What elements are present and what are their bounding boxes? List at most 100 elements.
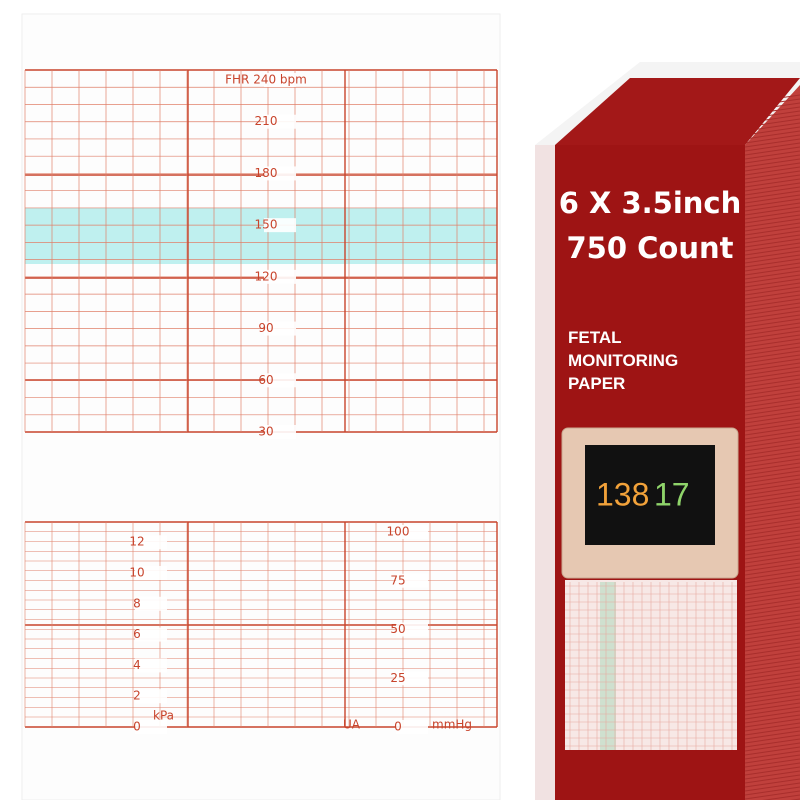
stack-line (744, 706, 800, 716)
stack-line (744, 690, 800, 700)
stack-line (744, 558, 800, 568)
stack-line (744, 678, 800, 688)
stack-line (744, 478, 800, 488)
stack-line (744, 562, 800, 572)
label: 75 (390, 573, 405, 587)
stack-line (744, 486, 800, 496)
stack-line (744, 474, 800, 484)
stack-line (744, 162, 800, 172)
label-bg (135, 658, 167, 673)
stack-line (744, 434, 800, 444)
stack-line (744, 470, 800, 480)
stack-line (744, 742, 800, 752)
stack-line (744, 338, 800, 348)
stack-line (744, 322, 800, 332)
stack-line (762, 794, 800, 800)
stack-line (744, 790, 800, 800)
stack-line (744, 762, 800, 772)
stack-line (744, 534, 800, 544)
stack-line (744, 510, 800, 520)
stack-line (744, 538, 800, 548)
stack-line (744, 314, 800, 324)
stack-line (744, 250, 800, 260)
stack-line (744, 590, 800, 600)
label-bg (135, 566, 167, 580)
stack-line (744, 582, 800, 592)
stack-line (744, 194, 800, 204)
stack-line (744, 618, 800, 628)
stack-line (744, 518, 800, 528)
stack-line (744, 426, 800, 436)
stack-line (744, 662, 800, 672)
stack-line (744, 386, 800, 396)
count-text: 750 Count (567, 231, 734, 265)
labels: FHR 240 bpm 210 180 150 120 90 60 30 12 10 8 6 4 2 0 kP… (129, 73, 472, 734)
stack-line (744, 482, 800, 492)
label-bg (396, 622, 428, 637)
stack-line (744, 594, 800, 604)
label-bg (264, 166, 296, 181)
stack-line (744, 550, 800, 560)
stack-line (744, 374, 800, 384)
label-bg (264, 114, 296, 129)
stack-line (744, 414, 800, 424)
label-bg (396, 720, 428, 734)
stack-line (744, 698, 800, 708)
stack-line (744, 130, 800, 140)
stack-line (744, 454, 800, 464)
stack-line (744, 358, 800, 368)
label-bg (264, 73, 296, 87)
stack-line (744, 150, 800, 160)
stack-line (744, 238, 800, 248)
stack-line (744, 606, 800, 616)
label-bg (396, 573, 428, 588)
stack-line (744, 334, 800, 344)
stack-line (744, 758, 800, 768)
stack-line (744, 274, 800, 284)
stack-line (744, 218, 800, 228)
stack-line (744, 586, 800, 596)
stack-line (744, 670, 800, 680)
stack-line (744, 178, 800, 188)
stack-line (744, 362, 800, 372)
stack-line (744, 554, 800, 564)
stack-line (744, 206, 800, 216)
stack-line (744, 234, 800, 244)
stack-line (744, 494, 800, 504)
stack-line (744, 254, 800, 264)
name-line: MONITORING (568, 351, 678, 370)
stack-line (744, 134, 800, 144)
stack-line (744, 214, 800, 224)
stack-line (744, 542, 800, 552)
label-bg (264, 218, 296, 233)
stack-line (744, 282, 800, 292)
stack-line (744, 270, 800, 280)
stack-line (744, 610, 800, 620)
label: 50 (390, 622, 405, 636)
stack-line (744, 514, 800, 524)
stack-line (744, 702, 800, 712)
stack-line (744, 302, 800, 312)
name-line: PAPER (568, 374, 625, 393)
label-bg (135, 596, 167, 611)
box-side (535, 145, 555, 800)
stack-line (744, 614, 800, 624)
stack-line (744, 490, 800, 500)
stack-line (744, 406, 800, 416)
stack-line (744, 430, 800, 440)
stack-line (744, 382, 800, 392)
stack-line (744, 786, 800, 796)
stack-line (744, 446, 800, 456)
stack-line (744, 714, 800, 724)
label-bg (396, 671, 428, 686)
label: 12 (129, 535, 144, 549)
stack-line (744, 770, 800, 780)
stack-line (744, 694, 800, 704)
stack-line (744, 754, 800, 764)
name-line: FETAL (568, 328, 622, 347)
stack-line (744, 778, 800, 788)
stack-line (744, 650, 800, 660)
label: 90 (258, 321, 273, 335)
stack-line (744, 342, 800, 352)
stack-line (744, 354, 800, 364)
